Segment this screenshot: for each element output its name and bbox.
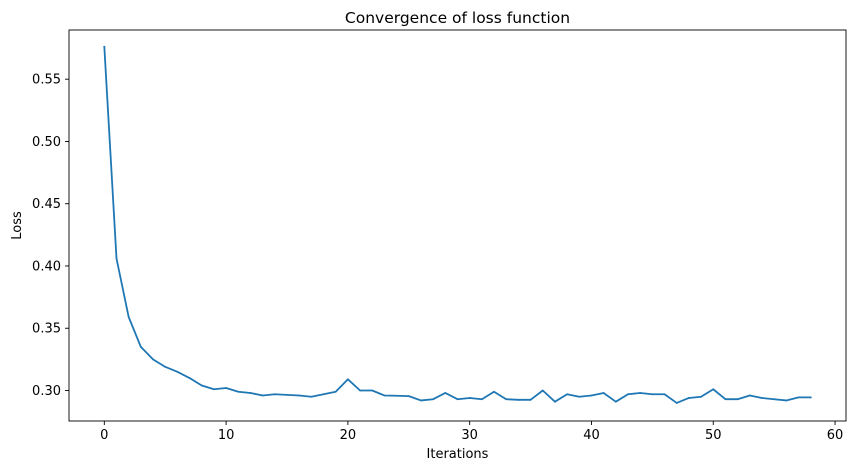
data-point [261, 394, 264, 397]
data-point [748, 394, 751, 397]
x-tick-label: 10 [218, 428, 235, 443]
data-point [127, 316, 130, 318]
axes-background [69, 30, 846, 421]
data-point [383, 394, 386, 397]
x-axis-ticks: 0 10 20 30 40 50 60 [100, 421, 843, 443]
data-point [334, 390, 337, 393]
data-point [614, 400, 617, 403]
data-point [493, 390, 495, 393]
data-point [237, 390, 240, 393]
data-point [785, 399, 788, 402]
y-axis-label: Loss [10, 211, 25, 240]
data-point [663, 393, 666, 396]
data-point [639, 392, 642, 394]
x-tick-label: 20 [340, 428, 357, 443]
data-point [456, 398, 459, 401]
y-tick-label: 0.30 [32, 384, 61, 399]
data-point [225, 387, 228, 389]
data-point [724, 398, 727, 401]
data-point [152, 358, 154, 361]
data-point [736, 398, 739, 401]
data-point [480, 398, 483, 401]
data-point [517, 398, 520, 401]
data-point [359, 389, 361, 392]
data-point [200, 384, 203, 387]
data-point [310, 395, 313, 398]
data-point [213, 388, 215, 391]
y-tick-label: 0.40 [32, 259, 61, 274]
y-tick-label: 0.55 [32, 73, 61, 88]
data-points [103, 45, 812, 404]
data-point [346, 378, 349, 381]
data-point [651, 393, 654, 396]
data-point [809, 396, 812, 399]
y-axis-ticks: 0.30 0.35 0.40 0.45 0.50 0.55 [32, 73, 69, 399]
data-point [541, 389, 544, 392]
data-point [468, 397, 471, 399]
data-point [627, 393, 629, 396]
data-point [505, 398, 508, 401]
data-point [700, 395, 702, 398]
data-point [797, 396, 800, 399]
plot-area [69, 30, 846, 421]
data-point [602, 392, 605, 394]
data-point [249, 392, 252, 394]
data-point [188, 377, 191, 379]
x-tick-label: 40 [583, 428, 600, 443]
data-point [554, 400, 556, 403]
data-point [395, 394, 398, 397]
y-tick-label: 0.50 [32, 135, 61, 150]
data-point [298, 394, 301, 397]
data-point [407, 395, 410, 397]
data-point [176, 370, 179, 373]
data-point [322, 393, 325, 396]
data-point [675, 402, 678, 404]
data-point [371, 389, 374, 392]
x-tick-label: 0 [100, 428, 108, 443]
data-point [590, 394, 593, 397]
data-point [566, 393, 569, 396]
data-point [273, 393, 276, 396]
chart-title: Convergence of loss function [345, 9, 570, 27]
data-point [773, 398, 776, 401]
data-point [139, 346, 142, 348]
x-tick-label: 60 [827, 428, 844, 443]
data-point [578, 395, 581, 398]
y-tick-label: 0.35 [32, 322, 61, 337]
data-point [444, 392, 447, 394]
data-point [529, 398, 532, 401]
data-point [687, 397, 690, 399]
data-point [103, 45, 106, 48]
data-point [712, 388, 715, 391]
data-point [115, 257, 118, 260]
x-tick-label: 30 [461, 428, 478, 443]
x-tick-label: 50 [705, 428, 722, 443]
data-point [432, 398, 435, 401]
y-tick-label: 0.45 [32, 197, 61, 212]
x-axis-label: Iterations [427, 447, 489, 462]
data-point [164, 365, 167, 368]
axes-frame [68, 29, 847, 422]
data-point [286, 393, 288, 396]
data-point [420, 399, 422, 402]
data-point [761, 397, 763, 399]
